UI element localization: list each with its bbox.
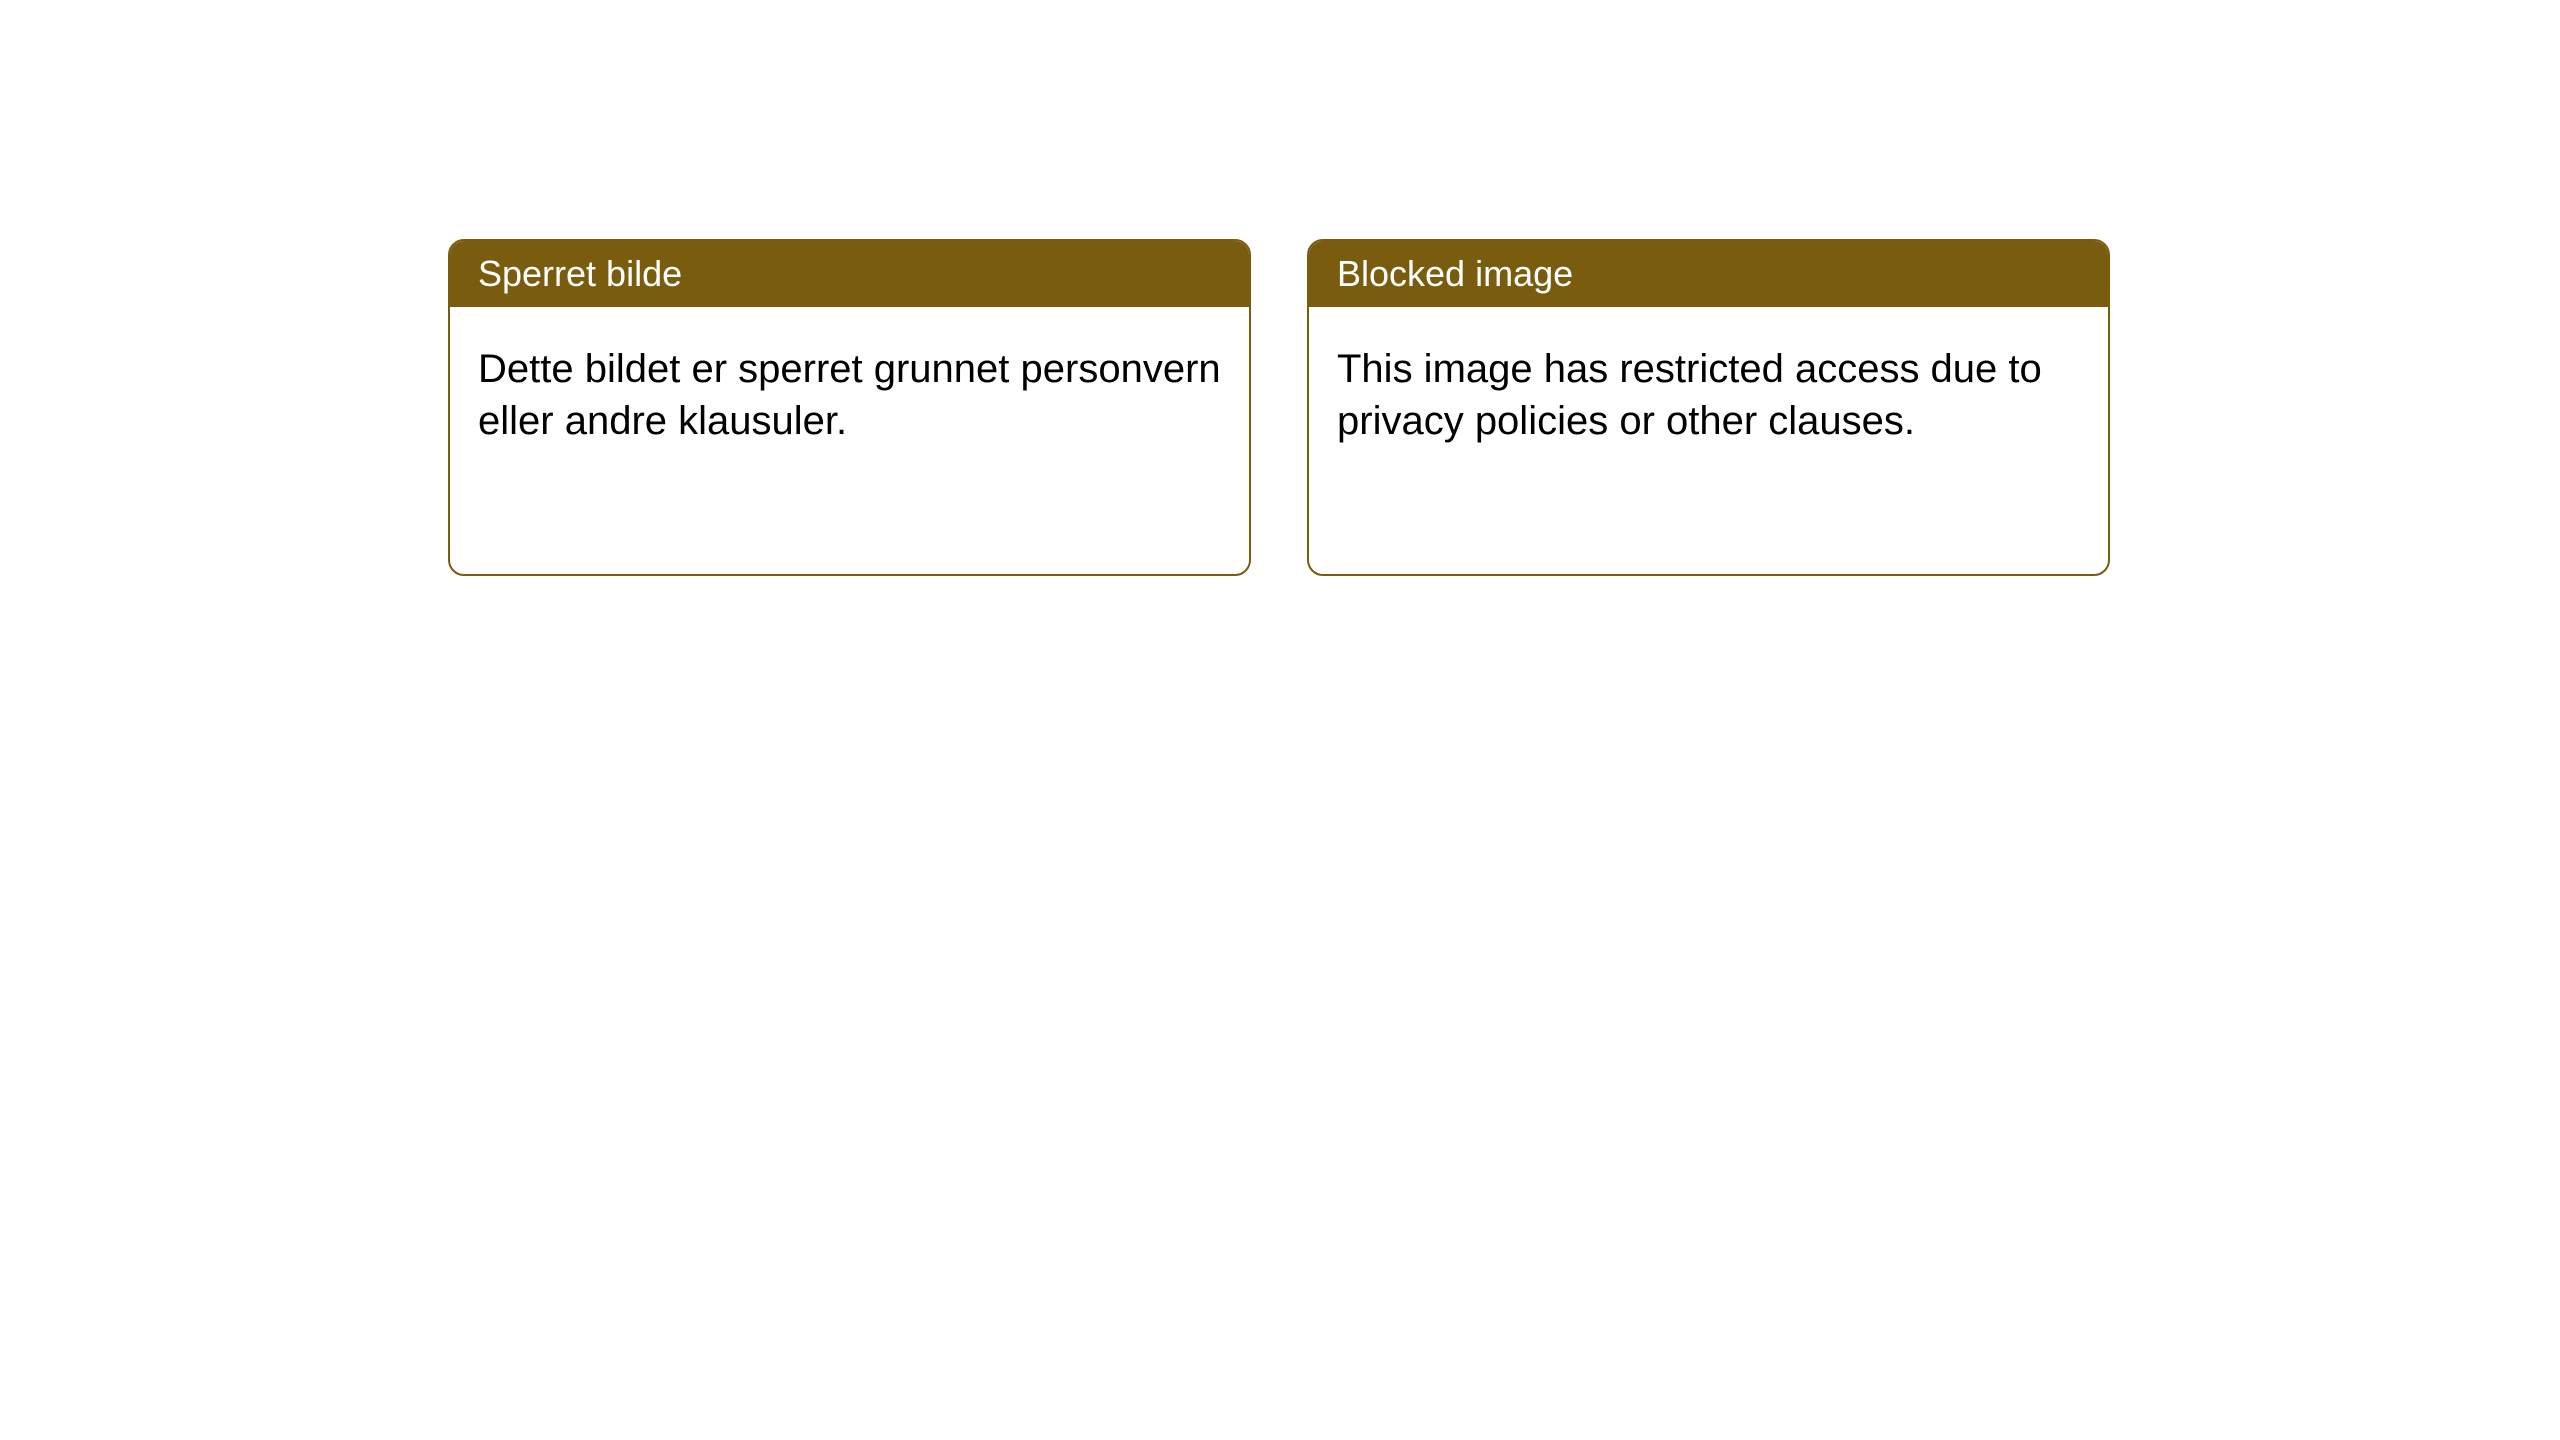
notice-card-norwegian: Sperret bilde Dette bildet er sperret gr… [448,239,1251,576]
card-title: Blocked image [1337,253,1573,294]
notice-cards-container: Sperret bilde Dette bildet er sperret gr… [448,239,2110,576]
card-body: This image has restricted access due to … [1309,307,2108,483]
notice-card-english: Blocked image This image has restricted … [1307,239,2110,576]
card-header: Blocked image [1309,241,2108,307]
card-body-text: This image has restricted access due to … [1337,347,2042,443]
card-body-text: Dette bildet er sperret grunnet personve… [478,347,1221,443]
card-header: Sperret bilde [450,241,1249,307]
card-body: Dette bildet er sperret grunnet personve… [450,307,1249,483]
card-title: Sperret bilde [478,253,682,294]
